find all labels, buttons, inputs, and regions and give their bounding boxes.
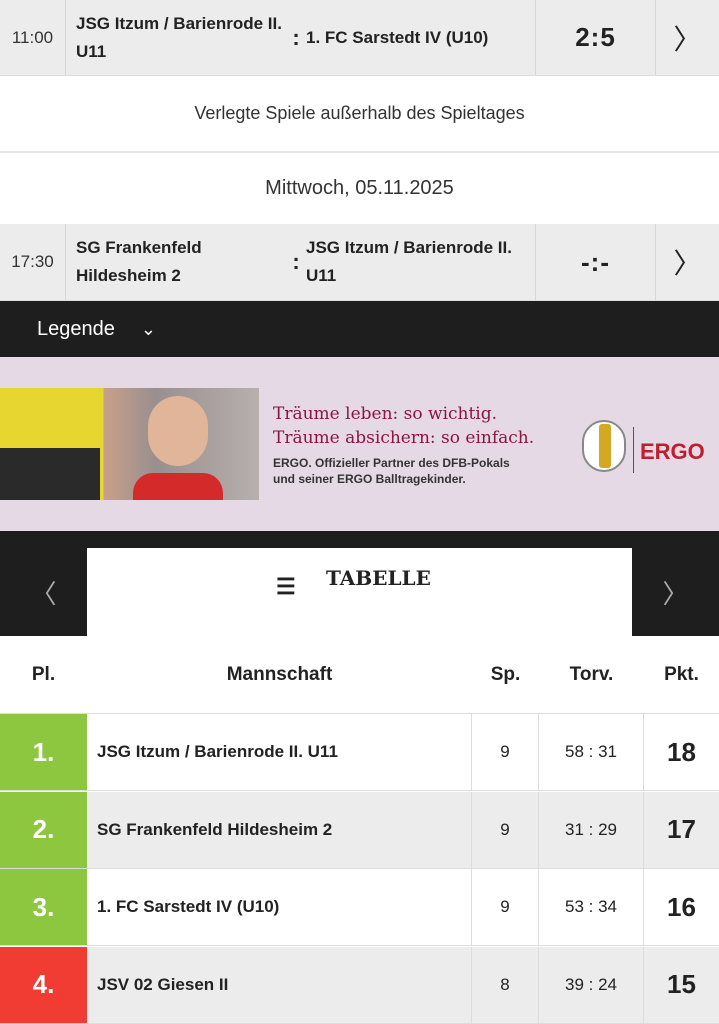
table-row[interactable]: 4. JSV 02 Giesen II 8 39 : 24 15 [0,946,719,1024]
ad-image [0,388,259,500]
goals: 58 : 31 [539,714,644,790]
goals: 39 : 24 [539,946,644,1023]
header-goals: Torv. [569,663,614,685]
place: 4. [0,946,87,1023]
section-title: Verlegte Spiele außerhalb des Spieltages [0,76,719,153]
ad-text-2: und seiner ERGO Balltragekinder. [273,472,466,486]
chevron-right-icon[interactable]: 〉 [673,248,702,279]
team-name: JSG Itzum / Barienrode II. U11 [87,714,472,790]
place: 1. [0,714,87,790]
place: 3. [0,869,87,945]
points: 15 [667,969,696,999]
away-team: JSG Itzum / Barienrode II. U11 [306,238,512,285]
away-team: 1. FC Sarstedt IV (U10) [306,27,489,47]
legend-toggle[interactable]: Legende ⌄ [0,301,719,357]
match-score: -:- [535,224,656,300]
games: 9 [472,869,539,945]
chevron-down-icon: ⌄ [140,318,156,339]
list-icon: ☰ [276,574,296,599]
header-place: Pl. [31,663,56,685]
ad-text-1: ERGO. Offizieller Partner des DFB-Pokals [273,456,510,470]
ad-banner[interactable]: Träume leben: so wichtig. Träume absiche… [0,357,719,531]
legend-label: Legende [37,317,115,340]
table-row[interactable]: 2. SG Frankenfeld Hildesheim 2 9 31 : 29… [0,791,719,869]
header-team: Mannschaft [226,663,333,685]
match-row[interactable]: 11:00 JSG Itzum / Barienrode II. U11:1. … [0,0,719,76]
team-name: SG Frankenfeld Hildesheim 2 [87,791,472,868]
date-header: Mittwoch, 05.11.2025 [0,153,719,224]
table-nav: 〈 ☰ TABELLE 〉 [0,531,719,636]
table-header: Pl. Mannschaft Sp. Torv. Pkt. [0,636,719,714]
points: 17 [667,814,696,844]
home-team: JSG Itzum / Barienrode II. U11 [76,13,282,61]
team-name: 1. FC Sarstedt IV (U10) [87,869,472,945]
separator: : [292,24,300,50]
header-points: Pkt. [664,663,699,685]
table-row[interactable]: 1. JSG Itzum / Barienrode II. U11 9 58 :… [0,714,719,791]
table-row[interactable]: 3. 1. FC Sarstedt IV (U10) 9 53 : 34 16 [0,869,719,946]
team-name: JSV 02 Giesen II [87,946,472,1023]
goals: 53 : 34 [539,869,644,945]
header-games: Sp. [490,663,521,685]
games: 9 [472,791,539,868]
match-row[interactable]: 17:30 SG Frankenfeld Hildesheim 2: JSG It… [0,224,719,301]
table-title: TABELLE [326,566,431,590]
match-time: 11:00 [0,0,66,75]
dfb-pokal-icon [582,420,626,472]
chevron-right-icon[interactable]: 〉 [673,23,702,55]
place: 2. [0,791,87,868]
match-time: 17:30 [0,224,66,300]
games: 8 [472,946,539,1023]
goals: 31 : 29 [539,791,644,868]
points: 18 [667,736,696,767]
points: 16 [667,891,696,922]
next-icon[interactable]: 〉 [662,578,689,609]
ad-headline-2: Träume absichern: so einfach. [273,428,535,448]
separator: : [292,249,300,274]
home-team: SG Frankenfeld Hildesheim 2 [76,238,202,285]
ergo-logo: ERGO [640,439,705,464]
prev-icon[interactable]: 〈 [30,578,57,609]
games: 9 [472,714,539,790]
ad-headline-1: Träume leben: so wichtig. [273,404,498,424]
match-score: 2:5 [535,0,656,75]
